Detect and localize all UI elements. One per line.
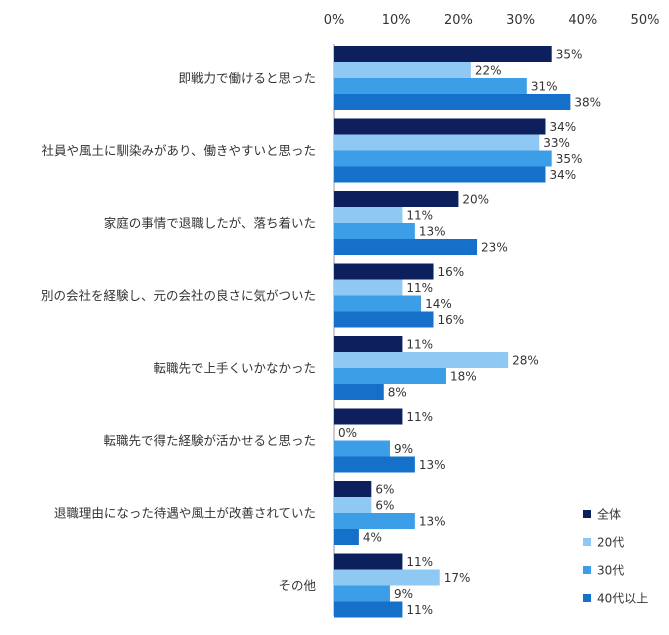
category-label: その他: [278, 578, 316, 593]
data-label: 11%: [406, 555, 433, 569]
bar: [334, 134, 540, 151]
data-label: 18%: [450, 370, 477, 384]
bar: [334, 263, 434, 280]
bar: [334, 78, 527, 94]
category-label: 家庭の事情で退職したが、落ち着いた: [104, 216, 316, 231]
bar: [334, 513, 415, 529]
x-tick-label: 40%: [568, 13, 597, 28]
x-tick-label: 50%: [631, 13, 660, 28]
bar: [334, 279, 403, 296]
data-label: 9%: [394, 442, 413, 456]
legend-swatch: [583, 538, 591, 546]
data-label: 11%: [406, 281, 433, 295]
x-tick-label: 30%: [506, 13, 535, 28]
data-label: 16%: [438, 313, 465, 327]
data-label: 38%: [574, 96, 601, 110]
bar: [334, 352, 509, 368]
x-tick-label: 0%: [324, 13, 345, 28]
category-label: 転職先で上手くいかなかった: [153, 361, 316, 376]
data-label: 6%: [375, 483, 394, 497]
data-label: 6%: [375, 499, 394, 513]
legend-label: 20代: [597, 536, 624, 550]
data-label: 14%: [425, 297, 452, 311]
legend-label: 40代以上: [597, 592, 648, 606]
data-label: 8%: [388, 386, 407, 400]
bars: 35% 22% 31% 38% 34% 33% 35% 34% 20% 11% 13% 23% 16% 1…: [334, 46, 601, 618]
data-label: 28%: [512, 354, 539, 368]
legend-swatch: [583, 510, 591, 518]
category-label: 退職理由になった待遇や風土が改善されていた: [54, 506, 316, 521]
bar: [334, 239, 478, 255]
data-label: 11%: [406, 338, 433, 352]
data-label: 22%: [475, 64, 502, 78]
data-label: 35%: [556, 152, 583, 166]
x-tick-label: 20%: [444, 13, 473, 28]
x-axis-ticks: 0% 10% 20% 30% 40% 50%: [324, 13, 660, 28]
bar: [334, 150, 552, 167]
bar: [334, 207, 403, 223]
data-label: 4%: [363, 531, 382, 545]
bar: [334, 223, 415, 239]
category-label: 転職先で得た経験が活かせると思った: [103, 433, 316, 448]
bar: [334, 408, 403, 425]
bar: [334, 295, 422, 312]
legend: 全体 20代 30代 40代以上: [583, 507, 648, 606]
data-label: 20%: [462, 193, 489, 207]
bar: [334, 585, 390, 602]
data-label: 0%: [338, 426, 357, 440]
legend-label: 全体: [597, 507, 621, 522]
bar: [334, 94, 571, 110]
data-label: 13%: [419, 458, 446, 472]
data-label: 13%: [419, 225, 446, 239]
data-label: 34%: [549, 120, 576, 134]
data-label: 35%: [556, 48, 583, 62]
bar: [334, 569, 440, 586]
data-label: 31%: [531, 80, 558, 94]
bar: [334, 336, 403, 352]
bar: [334, 384, 384, 400]
bar: [334, 46, 552, 62]
data-label: 9%: [394, 587, 413, 601]
bar: [334, 62, 471, 78]
bar: [334, 601, 403, 618]
category-label: 即戦力で働けると思った: [178, 71, 316, 86]
legend-swatch: [583, 594, 591, 602]
data-label: 17%: [444, 571, 471, 585]
bar: [334, 481, 372, 497]
data-label: 34%: [549, 168, 576, 182]
bar: [334, 166, 546, 183]
data-label: 13%: [419, 515, 446, 529]
bar: [334, 311, 434, 328]
x-tick-label: 10%: [382, 13, 411, 28]
legend-swatch: [583, 566, 591, 574]
bar: [334, 118, 546, 135]
bar: [334, 553, 403, 570]
bar: [334, 368, 446, 384]
data-label: 16%: [438, 265, 465, 279]
data-label: 11%: [406, 209, 433, 223]
data-label: 33%: [543, 136, 570, 150]
bar: [334, 456, 415, 473]
data-label: 23%: [481, 241, 508, 255]
data-label: 11%: [406, 410, 433, 424]
bar: [334, 440, 390, 457]
category-label: 社員や風土に馴染みがあり、働きやすいと思った: [41, 143, 316, 158]
data-label: 11%: [406, 603, 433, 617]
category-label: 別の会社を経験し、元の会社の良さに気がついた: [41, 288, 316, 303]
category-labels: 即戦力で働けると思った社員や風土に馴染みがあり、働きやすいと思った家庭の事情で退…: [41, 71, 317, 594]
legend-label: 30代: [597, 564, 624, 578]
bar: [334, 497, 372, 513]
bar: [334, 529, 359, 545]
bar: [334, 191, 459, 207]
